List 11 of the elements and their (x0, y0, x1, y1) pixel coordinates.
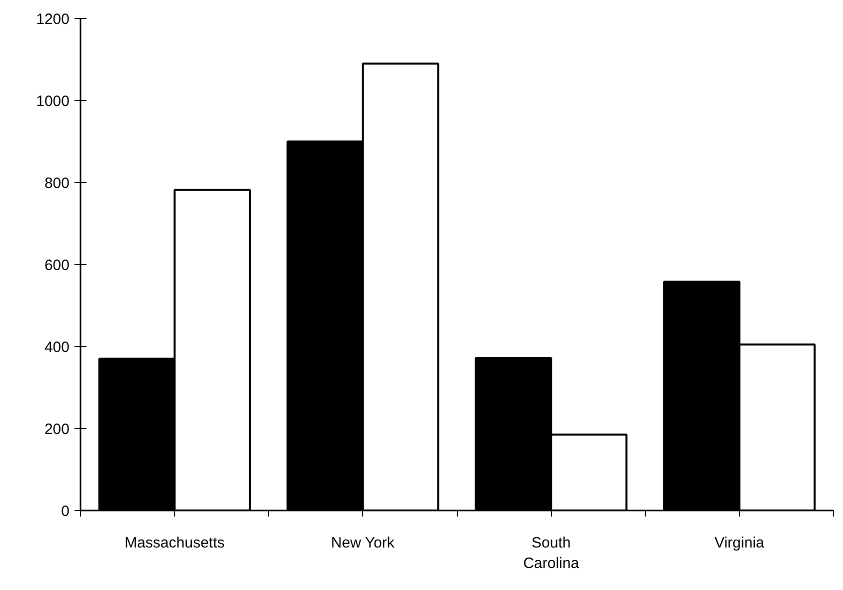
y-tick-label: 0 (61, 503, 70, 520)
y-tick-label: 400 (44, 339, 70, 356)
x-tick-label: Virginia (714, 534, 765, 552)
x-tick-label: South Carolina (523, 534, 580, 572)
x-tick-label: New York (331, 534, 395, 552)
x-tick-label: Massachusetts (124, 534, 225, 552)
y-tick-label: 200 (44, 421, 70, 438)
y-tick-label: 600 (44, 257, 70, 274)
y-tick-label: 800 (44, 175, 70, 192)
y-tick-label: 1200 (36, 11, 70, 28)
y-tick-label: 1000 (36, 93, 70, 110)
